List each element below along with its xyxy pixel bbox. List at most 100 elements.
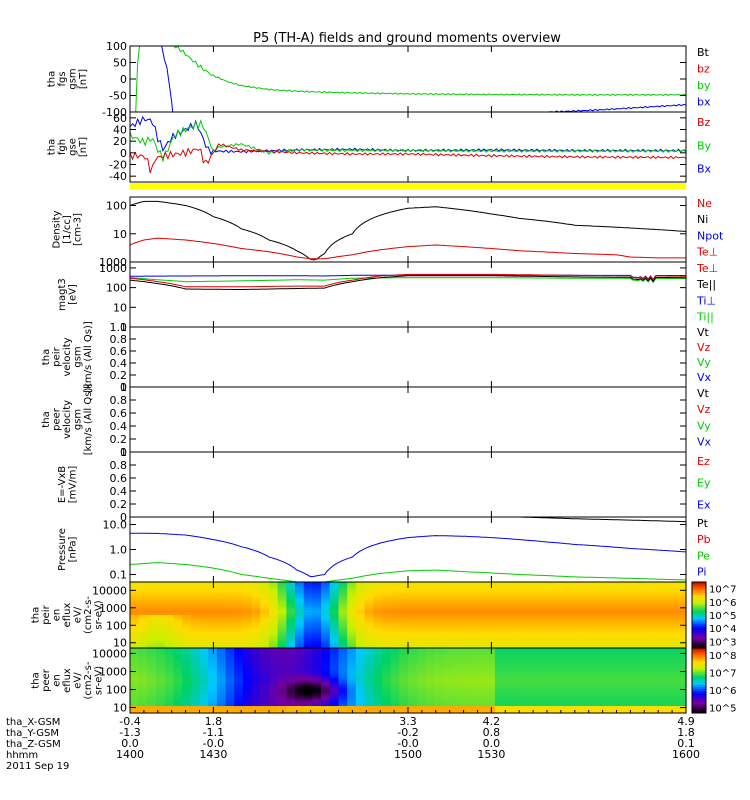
spectrogram-cell	[364, 600, 374, 604]
spectrogram-cell	[269, 682, 279, 686]
spectrogram-cell	[555, 687, 565, 691]
spectrogram-cell	[442, 671, 453, 675]
spectrogram-cell	[130, 680, 140, 684]
spectrogram-cell	[599, 671, 609, 675]
spectrogram-cell	[277, 615, 287, 618]
colorbar-segment	[692, 706, 706, 710]
spectrogram-cell	[242, 696, 253, 700]
spectrogram-cell	[295, 687, 305, 691]
orbit-row-value: 1.8	[205, 715, 223, 728]
spectrogram-cell	[199, 652, 209, 656]
spectrogram-cell	[182, 682, 192, 686]
spectrogram-cell	[156, 612, 166, 616]
spectrogram-cell	[277, 661, 287, 665]
spectrogram-cell	[659, 638, 670, 642]
spectrogram-cell	[182, 680, 192, 684]
spectrogram-cell	[468, 701, 479, 705]
spectrogram-cell	[590, 673, 600, 677]
spectrogram-cell	[381, 685, 392, 689]
spectrogram-cell	[321, 668, 331, 672]
spectrogram-cell	[607, 619, 618, 623]
spectrogram-cell	[607, 631, 618, 635]
spectrogram-cell	[477, 612, 487, 616]
spectrogram-cell	[512, 701, 522, 705]
spectrogram-cell	[477, 638, 487, 642]
spectrogram-cell	[529, 643, 539, 647]
spectrogram-cell	[468, 680, 479, 684]
spectrogram-cell	[590, 643, 600, 647]
spectrogram-cell	[555, 701, 565, 705]
colorbar-label: 10^8	[709, 651, 736, 662]
spectrogram-cell	[364, 666, 374, 670]
time-tick-label: 1500	[394, 748, 422, 761]
spectrogram-cell	[607, 643, 618, 647]
spectrogram-cell	[494, 710, 505, 714]
spectrogram-cell	[355, 607, 366, 611]
spectrogram-cell	[242, 617, 253, 621]
spectrogram-cell	[486, 591, 496, 595]
spectrogram-cell	[260, 596, 270, 600]
spectrogram-cell	[355, 612, 366, 616]
spectrogram-cell	[277, 689, 287, 693]
spectrogram-cell	[399, 659, 409, 663]
spectrogram-cell	[434, 596, 444, 600]
y-tick-label: 0	[120, 147, 127, 160]
spectrogram-cell	[607, 633, 618, 637]
spectrogram-cell	[633, 671, 644, 675]
spectrogram-cell	[269, 600, 279, 604]
spectrogram-cell	[156, 703, 166, 707]
spectrogram-cell	[460, 680, 470, 684]
spectrogram-cell	[616, 706, 626, 709]
spectrogram-cell	[199, 586, 209, 590]
spectrogram-cell	[494, 612, 505, 616]
spectrogram-cell	[633, 654, 644, 658]
spectrogram-cell	[251, 589, 261, 593]
spectrogram-cell	[642, 584, 652, 588]
spectrogram-cell	[312, 654, 322, 658]
spectrogram-cell	[477, 636, 487, 640]
spectrogram-cell	[156, 600, 166, 604]
spectrogram-cell	[286, 701, 296, 705]
colorbar-segment	[692, 615, 706, 618]
spectrogram-cell	[451, 664, 461, 668]
spectrogram-cell	[677, 680, 687, 684]
spectrogram-cell	[295, 638, 305, 642]
spectrogram-cell	[564, 636, 574, 640]
spectrogram-cell	[381, 631, 392, 635]
spectrogram-cell	[182, 603, 192, 607]
spectrogram-cell	[260, 696, 270, 700]
spectrogram-cell	[642, 589, 652, 593]
spectrogram-cell	[677, 648, 687, 651]
spectrogram-cell	[216, 626, 227, 630]
spectrogram-cell	[494, 668, 505, 672]
spectrogram-cell	[529, 671, 539, 675]
spectrogram-cell	[668, 666, 678, 670]
spectrogram-cell	[347, 692, 357, 696]
spectrogram-cell	[529, 685, 539, 689]
spectrogram-cell	[529, 696, 539, 700]
colorbar-segment	[692, 689, 706, 692]
spectrogram-cell	[477, 661, 487, 665]
spectrogram-cell	[564, 617, 574, 621]
spectrogram-cell	[468, 617, 479, 621]
spectrogram-cell	[642, 633, 652, 637]
spectrogram-cell	[381, 650, 392, 654]
spectrogram-cell	[573, 687, 583, 691]
spectrogram-cell	[538, 710, 548, 714]
spectrogram-cell	[286, 673, 296, 677]
spectrogram-cell	[260, 645, 270, 649]
spectrogram-cell	[538, 622, 548, 626]
spectrogram-cell	[590, 666, 600, 670]
spectrogram-cell	[460, 657, 470, 661]
spectrogram-cell	[529, 668, 539, 672]
spectrogram-cell	[468, 619, 479, 623]
spectrogram-cell	[668, 610, 678, 614]
series-bz-line	[130, 143, 686, 174]
spectrogram-cell	[130, 598, 140, 602]
spectrogram-cell	[590, 706, 600, 709]
spectrogram-cell	[512, 654, 522, 658]
spectrogram-cell	[651, 694, 661, 698]
spectrogram-cell	[364, 640, 374, 644]
spectrogram-cell	[564, 652, 574, 656]
spectrogram-cell	[312, 629, 322, 633]
